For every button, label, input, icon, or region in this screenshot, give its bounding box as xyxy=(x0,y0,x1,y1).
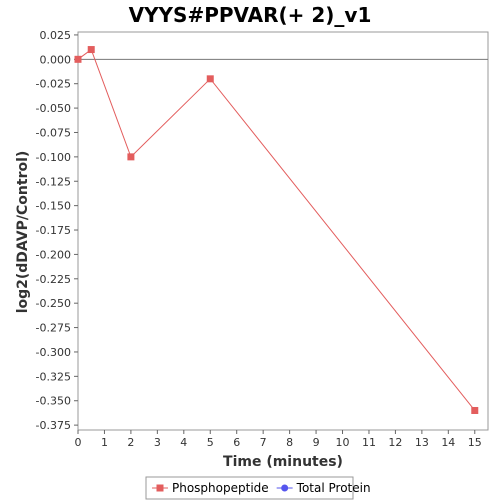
data-point xyxy=(471,406,479,414)
y-tick-label: -0.075 xyxy=(36,126,71,139)
y-tick-label: -0.300 xyxy=(36,346,71,359)
x-tick-label: 12 xyxy=(388,436,402,449)
y-tick-label: -0.225 xyxy=(36,273,71,286)
y-tick-label: -0.275 xyxy=(36,322,71,335)
data-point xyxy=(74,55,82,63)
data-point xyxy=(87,46,95,54)
y-tick-label: -0.100 xyxy=(36,151,71,164)
x-tick-label: 10 xyxy=(336,436,350,449)
y-tick-label: -0.200 xyxy=(36,248,71,261)
legend-marker xyxy=(281,484,289,492)
x-tick-label: 0 xyxy=(75,436,82,449)
x-tick-label: 5 xyxy=(207,436,214,449)
legend-label: Phosphopeptide xyxy=(172,481,269,495)
y-axis-label: log2(dDAVP/Control) xyxy=(15,151,31,314)
data-point xyxy=(127,153,135,161)
y-tick-label: 0.025 xyxy=(40,29,72,42)
x-axis-label: Time (minutes) xyxy=(223,454,343,470)
y-tick-label: -0.175 xyxy=(36,224,71,237)
y-tick-label: -0.375 xyxy=(36,419,71,432)
y-tick-label: -0.050 xyxy=(36,102,71,115)
legend-label: Total Protein xyxy=(296,481,371,495)
legend-marker xyxy=(156,484,164,492)
y-tick-label: -0.150 xyxy=(36,200,71,213)
plot-area: 0.025 0.000 -0.025 -0.050 -0.075 -0.100 -0.125… xyxy=(36,29,489,449)
x-tick-label: 7 xyxy=(260,436,267,449)
y-tick-label: -0.025 xyxy=(36,78,71,91)
x-tick-label: 13 xyxy=(415,436,429,449)
x-tick-label: 3 xyxy=(154,436,161,449)
x-tick-label: 1 xyxy=(101,436,108,449)
x-tick-label: 6 xyxy=(233,436,240,449)
plot-frame xyxy=(77,31,489,431)
y-tick-label: -0.250 xyxy=(36,297,71,310)
x-tick-label: 2 xyxy=(127,436,134,449)
x-tick-label: 9 xyxy=(313,436,320,449)
y-tick-label: 0.000 xyxy=(40,53,72,66)
legend: Phosphopeptide Total Protein xyxy=(145,476,371,500)
y-tick-label: -0.350 xyxy=(36,395,71,408)
legend-box xyxy=(145,476,354,500)
x-tick-label: 8 xyxy=(286,436,293,449)
x-tick-label: 11 xyxy=(362,436,376,449)
x-tick-label: 4 xyxy=(180,436,187,449)
y-tick-label: -0.125 xyxy=(36,175,71,188)
x-tick-label: 14 xyxy=(441,436,455,449)
y-tick-label: -0.325 xyxy=(36,370,71,383)
chart-title: VYYS#PPVAR(+ 2)_v1 xyxy=(129,3,372,27)
data-point xyxy=(206,75,214,83)
x-tick-label: 15 xyxy=(468,436,482,449)
